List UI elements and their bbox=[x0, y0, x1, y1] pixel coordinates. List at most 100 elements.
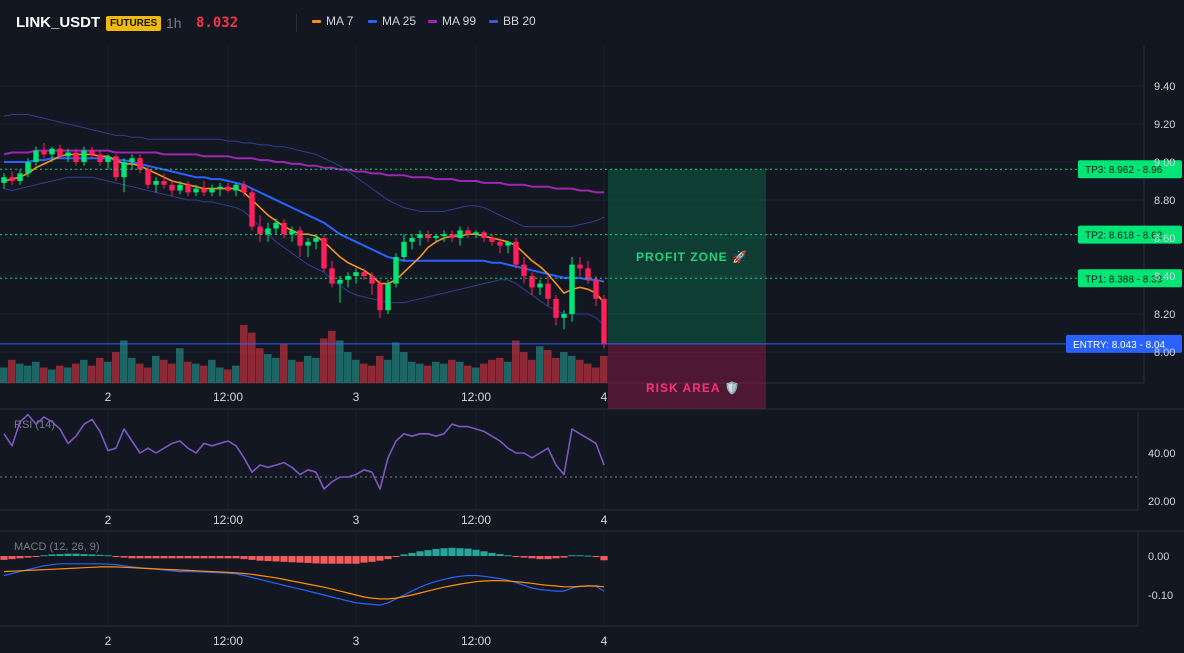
volume-bar bbox=[568, 355, 576, 383]
volume-bar bbox=[312, 357, 320, 383]
volume-bar bbox=[144, 367, 152, 383]
rsi-tick-label: 40.00 bbox=[1148, 448, 1176, 460]
macd-hist-bar bbox=[552, 556, 560, 559]
macd-hist-bar bbox=[576, 555, 584, 557]
time-tick-label: 3 bbox=[353, 390, 360, 404]
candle-body bbox=[489, 238, 495, 242]
candle-body bbox=[321, 238, 327, 269]
macd-hist-bar bbox=[160, 556, 168, 559]
volume-bar bbox=[280, 344, 288, 383]
volume-bar bbox=[152, 355, 160, 383]
volume-bar bbox=[56, 365, 64, 383]
level-badge-tp3 bbox=[1078, 160, 1182, 179]
trade-zones: PROFIT ZONE 🚀 RISK AREA 🛡️ bbox=[608, 169, 766, 409]
volume-bar bbox=[208, 359, 216, 383]
macd-hist-bar bbox=[536, 556, 544, 560]
candle-body bbox=[417, 234, 423, 238]
chart-header: LINK_USDT FUTURES 1h 8.032 MA 7 MA 25 MA… bbox=[0, 0, 1184, 46]
volume-bar bbox=[112, 352, 120, 383]
legend-ma25-label: MA 25 bbox=[382, 14, 417, 28]
macd-hist-bar bbox=[216, 556, 224, 559]
time-tick-label: 12:00 bbox=[213, 390, 243, 404]
candle-body bbox=[273, 222, 279, 229]
bollinger-bands bbox=[3, 114, 605, 326]
macd-hist-bar bbox=[592, 556, 600, 557]
volume-bar bbox=[184, 361, 192, 383]
macd-hist-bar bbox=[488, 552, 496, 556]
volume-bar bbox=[320, 338, 328, 383]
candle-body bbox=[57, 148, 63, 157]
candle-body bbox=[369, 276, 375, 284]
candle-body bbox=[297, 230, 303, 246]
macd-hist-bar bbox=[144, 556, 152, 559]
candle-body bbox=[337, 279, 343, 284]
futures-badge: FUTURES bbox=[106, 16, 162, 31]
macd-hist-bar bbox=[392, 556, 400, 557]
macd-hist-bar bbox=[64, 553, 72, 556]
candle-body bbox=[73, 152, 79, 162]
macd-hist-bar bbox=[72, 553, 80, 556]
level-label-tp2: TP2: 8.618 - 8.62 bbox=[1085, 231, 1163, 242]
candle-body bbox=[41, 150, 47, 155]
level-badge-tp2 bbox=[1078, 225, 1182, 244]
volume-bar bbox=[248, 332, 256, 383]
candle-body bbox=[505, 241, 511, 246]
macd-tick-label: -0.10 bbox=[1148, 590, 1173, 602]
moving-averages bbox=[3, 149, 605, 304]
legend-ma7[interactable]: MA 7 bbox=[312, 14, 353, 28]
time-tick-label: 12:00 bbox=[213, 634, 243, 648]
candle-body bbox=[561, 314, 567, 318]
legend-ma99[interactable]: MA 99 bbox=[428, 14, 476, 28]
volume-bar bbox=[48, 369, 56, 383]
ma7-swatch-icon bbox=[312, 19, 321, 23]
legend-ma25[interactable]: MA 25 bbox=[368, 14, 416, 28]
candle-body bbox=[393, 257, 399, 284]
header-divider bbox=[296, 14, 297, 32]
volume-bar bbox=[0, 367, 8, 383]
volume-bar bbox=[88, 365, 96, 383]
candle-body bbox=[601, 298, 607, 345]
volume-bar bbox=[192, 363, 200, 383]
macd-hist-bar bbox=[320, 556, 328, 564]
time-tick-label: 2 bbox=[105, 513, 112, 527]
macd-hist-bar bbox=[600, 556, 608, 561]
macd-hist-bar bbox=[408, 552, 416, 556]
volume-bar bbox=[240, 325, 248, 383]
volume-bar bbox=[464, 365, 472, 383]
price-axis[interactable]: 9.40 9.20 9.00 8.80 8.60 8.40 8.20 8.00 bbox=[1154, 81, 1175, 359]
volume-bar bbox=[304, 355, 312, 383]
macd-hist-bar bbox=[504, 555, 512, 557]
macd-hist-bar bbox=[96, 554, 104, 556]
volume-bar bbox=[328, 330, 336, 383]
timeframe-selector[interactable]: 1h bbox=[166, 15, 182, 31]
volume-bar bbox=[16, 363, 24, 383]
macd-signal-line bbox=[3, 566, 605, 600]
level-label-entry: ENTRY: 8.043 - 8.04 bbox=[1073, 340, 1166, 351]
level-badge-entry bbox=[1066, 334, 1182, 353]
time-tick-label: 3 bbox=[353, 634, 360, 648]
macd-hist-bar bbox=[328, 556, 336, 564]
volume-bars bbox=[0, 325, 608, 383]
candle-body bbox=[433, 236, 439, 238]
candle-body bbox=[329, 268, 335, 284]
macd-line bbox=[3, 563, 605, 606]
candle-body bbox=[249, 192, 255, 227]
time-tick-label: 12:00 bbox=[213, 513, 243, 527]
macd-hist-bar bbox=[560, 556, 568, 558]
candle-body bbox=[529, 276, 535, 288]
candle-body bbox=[281, 222, 287, 235]
ma25-swatch-icon bbox=[368, 19, 377, 23]
time-tick-label: 4 bbox=[601, 513, 608, 527]
volume-bar bbox=[168, 363, 176, 383]
symbol-name[interactable]: LINK_USDT bbox=[16, 14, 101, 31]
time-axes[interactable]: 2 12:00 3 12:00 4 2 12:00 3 12:00 4 2 12:00 3 12:00 4 bbox=[105, 390, 608, 648]
macd-hist-bar bbox=[312, 556, 320, 564]
candle-body bbox=[161, 181, 167, 185]
time-tick-label: 3 bbox=[353, 513, 360, 527]
macd-hist-bar bbox=[432, 548, 440, 556]
rsi-tick-label: 20.00 bbox=[1148, 496, 1176, 508]
candle-body bbox=[65, 152, 71, 157]
price-tick-label: 9.20 bbox=[1154, 119, 1175, 131]
legend-bb20[interactable]: BB 20 bbox=[489, 14, 536, 28]
